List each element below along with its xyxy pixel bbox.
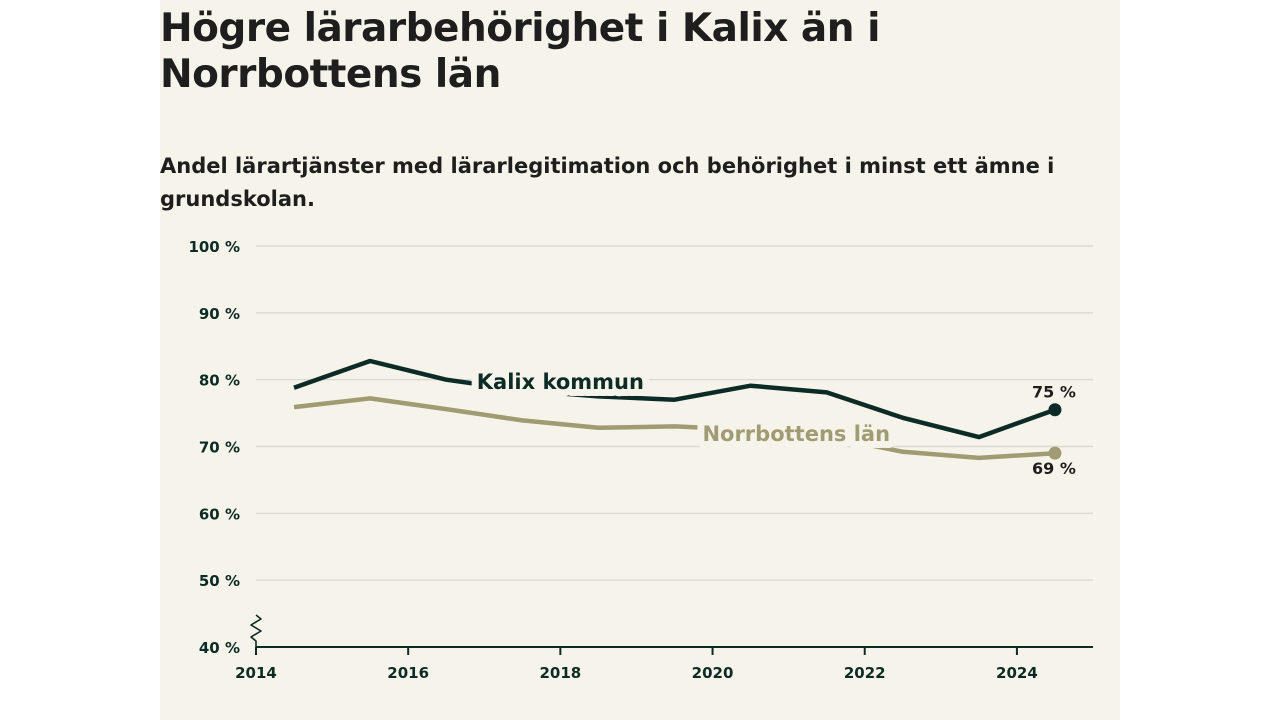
chart-subtitle: Andel lärartjänster med lärarlegitimatio… <box>160 154 1055 211</box>
x-tick-label: 2018 <box>539 664 581 682</box>
y-tick-label: 90 % <box>199 305 240 323</box>
axes: 40 % 50 % 60 % 70 % 80 % 90 % 100 % 2014 2016 201… <box>188 238 1093 682</box>
chart-title: Högre lärarbehörighet i Kalix än i Norrb… <box>160 6 880 97</box>
series-end-point <box>1048 403 1062 417</box>
y-tick-label: 40 % <box>199 639 240 657</box>
series-lines <box>293 358 1056 461</box>
line-chart: 40 % 50 % 60 % 70 % 80 % 90 % 100 % 2014 2016 201… <box>188 238 1093 682</box>
x-tick-label: 2014 <box>235 664 277 682</box>
series-end-label: 69 % <box>1032 459 1076 478</box>
axis-break-zigzag <box>250 614 262 647</box>
x-tick-label: 2016 <box>387 664 429 682</box>
grid-lines <box>256 245 1093 581</box>
x-tick-label: 2020 <box>692 664 734 682</box>
series-end-point <box>1048 446 1062 460</box>
y-tick-label: 100 % <box>188 238 240 256</box>
series-label: Kalix kommun <box>477 370 644 394</box>
x-tick-label: 2022 <box>844 664 886 682</box>
y-tick-label: 50 % <box>199 572 240 590</box>
series-end-label: 75 % <box>1032 383 1076 402</box>
series-line-0 <box>293 358 1056 440</box>
series-label: Norrbottens län <box>702 422 890 446</box>
series-line-1 <box>293 396 1056 461</box>
y-tick-label: 70 % <box>199 439 240 457</box>
y-tick-label: 80 % <box>199 372 240 390</box>
chart-card: Högre lärarbehörighet i Kalix än i Norrb… <box>160 0 1120 720</box>
y-tick-label: 60 % <box>199 505 240 523</box>
x-tick-label: 2024 <box>996 664 1038 682</box>
